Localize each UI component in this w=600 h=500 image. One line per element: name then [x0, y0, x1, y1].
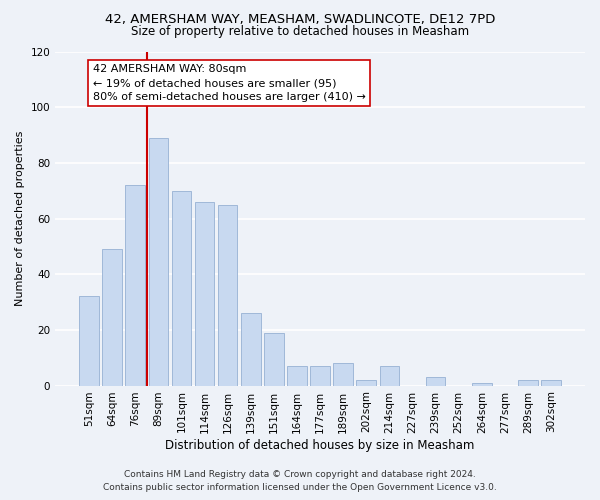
Text: Contains HM Land Registry data © Crown copyright and database right 2024.
Contai: Contains HM Land Registry data © Crown c…: [103, 470, 497, 492]
Bar: [241, 313, 260, 386]
Bar: [356, 380, 376, 386]
Bar: [518, 380, 538, 386]
Bar: [472, 383, 491, 386]
Text: 42 AMERSHAM WAY: 80sqm
← 19% of detached houses are smaller (95)
80% of semi-det: 42 AMERSHAM WAY: 80sqm ← 19% of detached…: [92, 64, 365, 102]
X-axis label: Distribution of detached houses by size in Measham: Distribution of detached houses by size …: [166, 440, 475, 452]
Bar: [287, 366, 307, 386]
Bar: [310, 366, 330, 386]
Bar: [125, 185, 145, 386]
Bar: [172, 190, 191, 386]
Bar: [79, 296, 99, 386]
Bar: [149, 138, 168, 386]
Y-axis label: Number of detached properties: Number of detached properties: [15, 131, 25, 306]
Text: Size of property relative to detached houses in Measham: Size of property relative to detached ho…: [131, 25, 469, 38]
Bar: [541, 380, 561, 386]
Bar: [380, 366, 399, 386]
Bar: [334, 364, 353, 386]
Bar: [264, 332, 284, 386]
Bar: [195, 202, 214, 386]
Bar: [426, 377, 445, 386]
Bar: [218, 204, 238, 386]
Bar: [103, 249, 122, 386]
Text: 42, AMERSHAM WAY, MEASHAM, SWADLINCOTE, DE12 7PD: 42, AMERSHAM WAY, MEASHAM, SWADLINCOTE, …: [105, 12, 495, 26]
